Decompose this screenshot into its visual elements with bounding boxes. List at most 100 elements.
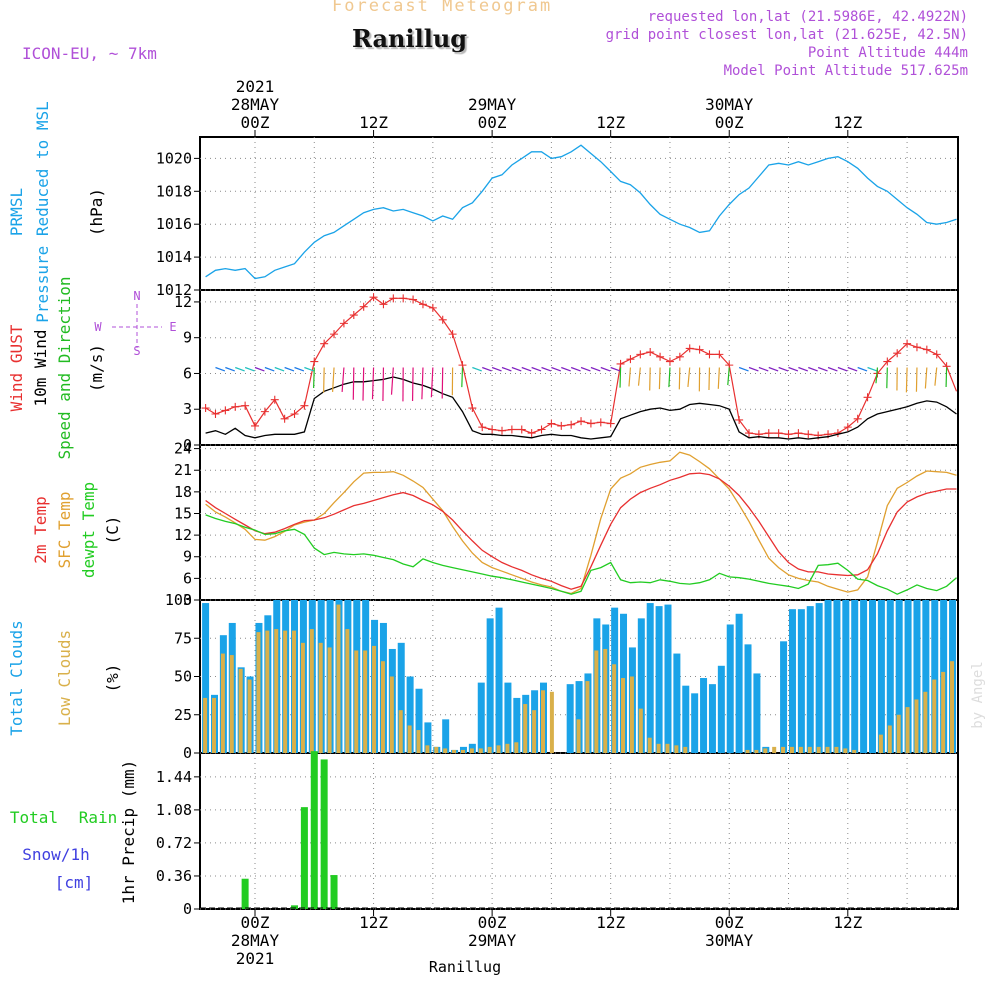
bar-low-cloud	[612, 664, 617, 753]
gust-point	[577, 417, 586, 426]
wind-arrow	[371, 367, 375, 400]
gust-point	[330, 330, 339, 339]
gust-point	[468, 404, 477, 413]
series-sfc-temp	[205, 451, 957, 595]
bar-low-cloud	[656, 743, 661, 753]
model-altitude: Model Point Altitude 517.625m	[723, 63, 968, 79]
bar-low-cloud	[843, 748, 848, 753]
bar-low-cloud	[487, 746, 492, 753]
bar-total-cloud	[682, 685, 690, 753]
series-dewpt-temp	[205, 514, 957, 595]
compass-w: W	[94, 320, 102, 334]
bar-total-cloud	[691, 693, 699, 753]
bar-total-cloud	[877, 600, 885, 753]
gust-point	[409, 295, 418, 304]
cloud-label-total: Total Clouds	[7, 620, 26, 736]
bar-total-cloud	[566, 684, 574, 753]
bar-low-cloud	[496, 745, 501, 753]
bar-low-cloud	[238, 668, 243, 753]
wind-arrow	[244, 366, 255, 372]
precip-label-axis: 1hr Precip (mm)	[119, 760, 138, 905]
bar-low-cloud	[203, 697, 208, 753]
bar-low-cloud	[932, 679, 937, 753]
gust-point	[863, 393, 872, 402]
wind-arrow	[619, 367, 622, 388]
bar-total-cloud	[806, 606, 814, 753]
gust-point	[784, 430, 793, 439]
bar-low-cloud	[416, 730, 421, 753]
wind-arrow	[331, 367, 335, 392]
tick-label-temp: 3	[183, 591, 192, 609]
bar-total-cloud	[824, 600, 832, 753]
tick-label-precip: 1.44	[156, 768, 192, 786]
gust-point	[260, 407, 269, 416]
time-label-top: 29MAY	[468, 95, 517, 114]
bar-low-cloud	[274, 629, 279, 753]
bar-rain	[310, 751, 318, 909]
wind-arrow	[362, 367, 365, 401]
bar-low-cloud	[781, 746, 786, 753]
bar-total-cloud	[886, 600, 894, 753]
gust-point	[932, 350, 941, 359]
bar-total-cloud	[780, 641, 788, 753]
bar-low-cloud	[621, 678, 626, 753]
gust-point	[893, 349, 902, 358]
wind-arrow	[411, 367, 414, 401]
wind-label-dir: Speed and Direction	[55, 276, 74, 459]
wind-arrow	[264, 366, 275, 372]
gust-point	[794, 429, 803, 438]
wind-arrow	[570, 366, 581, 372]
wind-label-gust: Wind GUST	[7, 324, 26, 411]
bar-total-cloud	[575, 681, 583, 753]
gust-point	[369, 293, 378, 302]
gust-point	[241, 401, 250, 410]
bar-low-cloud	[638, 708, 643, 753]
gust-point	[201, 404, 210, 413]
temp-label-dewpt: dewpt Temp	[79, 482, 98, 578]
gust-point	[379, 300, 388, 309]
tick-label-temp: 21	[174, 461, 192, 479]
time-label-top: 00Z	[478, 113, 507, 132]
wind-arrow	[294, 366, 305, 372]
bar-low-cloud	[603, 648, 608, 753]
wind-arrow	[600, 366, 611, 372]
wind-arrow	[658, 367, 661, 390]
tick-label-precip: 0.36	[156, 867, 192, 885]
bar-low-cloud	[665, 743, 670, 753]
bar-low-cloud	[327, 647, 332, 753]
compass-n: N	[133, 289, 140, 303]
gust-point	[290, 410, 299, 418]
bar-low-cloud	[469, 748, 474, 753]
gust-point	[280, 414, 289, 423]
bar-low-cloud	[398, 710, 403, 753]
gust-point	[359, 302, 368, 311]
gust-point	[636, 350, 645, 359]
time-label-bottom: 00Z	[241, 913, 270, 932]
bar-low-cloud	[363, 650, 368, 753]
wind-arrow	[235, 366, 245, 372]
gust-point	[349, 311, 358, 320]
gust-point	[586, 419, 595, 428]
bar-total-cloud	[931, 600, 939, 753]
series-gust	[205, 296, 958, 437]
bar-rain	[300, 807, 308, 909]
gust-point	[764, 429, 773, 438]
bar-low-cloud	[372, 645, 377, 753]
footer-name: Ranillug	[429, 958, 501, 976]
gust-point	[646, 348, 655, 356]
bar-low-cloud	[754, 749, 759, 753]
tick-label-precip: 0.72	[156, 834, 192, 852]
bar-low-cloud	[549, 691, 554, 753]
wind-arrow	[738, 366, 749, 372]
gust-point	[675, 352, 684, 361]
bar-total-cloud	[664, 604, 672, 753]
watermark: by Angel	[970, 661, 986, 728]
wind-arrow	[758, 366, 769, 372]
tick-label-wind: 9	[183, 329, 192, 347]
tick-label-pressure: 1018	[156, 182, 192, 200]
bar-low-cloud	[950, 661, 955, 753]
bar-low-cloud	[460, 749, 465, 753]
pressure-label-prmsl: PRMSL	[7, 188, 26, 236]
requested-coords: requested lon,lat (21.5986E, 42.4922N)	[647, 9, 968, 25]
bar-low-cloud	[229, 655, 234, 753]
